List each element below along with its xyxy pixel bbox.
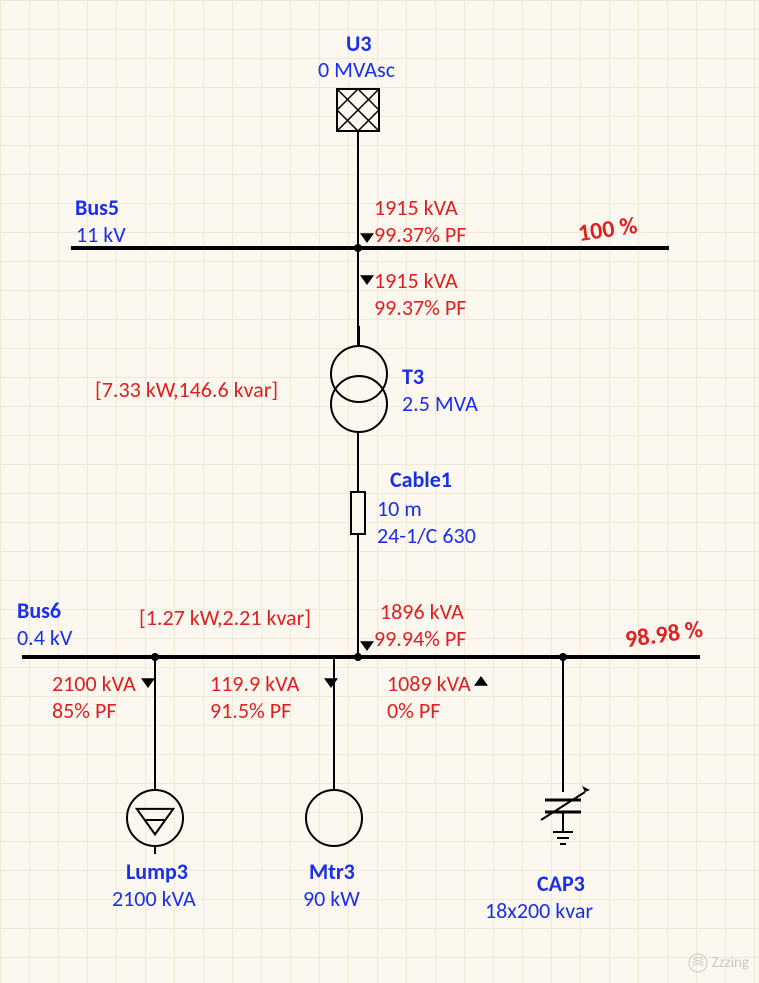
label-u3.rating: 0 MVAsc <box>318 56 395 84</box>
utility-symbol <box>337 89 379 131</box>
label-lump.kva: 2100 kVA <box>52 670 136 698</box>
label-bus6.id: Bus6 <box>17 597 61 625</box>
flow-arrow <box>324 678 338 688</box>
label-bus5.voltage: 11 kV <box>76 221 126 249</box>
label-fin5.kva: 1915 kVA <box>374 194 458 222</box>
label-bus6.voltage: 0.4 kV <box>17 624 72 652</box>
lump-load-symbol <box>127 790 183 854</box>
label-mtr.id: Mtr3 <box>309 858 355 886</box>
watermark: Zzzing <box>688 953 749 973</box>
flow-arrow <box>360 275 374 285</box>
flow-arrow <box>360 233 374 243</box>
cable-symbol <box>351 492 365 534</box>
label-cap.pf: 0% PF <box>387 697 440 725</box>
label-fout5.pf: 99.37% PF <box>374 294 466 322</box>
label-fin6.pf: 99.94% PF <box>374 625 466 653</box>
watermark-text: Zzzing <box>712 954 749 972</box>
label-mtr.kva: 119.9 kVA <box>210 670 299 698</box>
flow-arrow <box>360 641 374 651</box>
label-fout5.kva: 1915 kVA <box>374 267 458 295</box>
label-lump.id: Lump3 <box>126 858 188 886</box>
label-cap.rating: 18x200 kvar <box>485 897 593 925</box>
label-lump.rating: 2100 kVA <box>112 885 196 913</box>
label-u3.id: U3 <box>346 30 372 58</box>
label-cap.kva: 1089 kVA <box>387 670 471 698</box>
capacitor-symbol <box>541 786 590 844</box>
flow-arrow <box>141 678 155 688</box>
junction-dot <box>559 653 567 661</box>
label-lump.pf: 85% PF <box>52 697 116 725</box>
label-cable.id: Cable1 <box>390 466 452 494</box>
label-bus5.id: Bus5 <box>75 194 119 222</box>
label-t3.loss: [7.33 kW,146.6 kvar] <box>95 376 278 404</box>
label-mtr.rating: 90 kW <box>303 885 360 913</box>
label-cable.len: 10 m <box>377 495 422 523</box>
transformer-symbol <box>331 326 387 432</box>
label-mtr.pf: 91.5% PF <box>210 697 291 725</box>
flow-arrow <box>474 676 488 686</box>
label-cable.loss: [1.27 kW,2.21 kvar] <box>139 604 311 632</box>
label-t3.id: T3 <box>402 363 424 391</box>
label-t3.rating: 2.5 MVA <box>402 390 478 418</box>
motor-symbol <box>306 790 362 846</box>
single-line-diagram <box>0 0 759 983</box>
junction-dot <box>354 653 362 661</box>
junction-dot <box>151 653 159 661</box>
junction-dot <box>354 244 362 252</box>
label-fin5.pf: 99.37% PF <box>374 221 466 249</box>
label-fin6.kva: 1896 kVA <box>380 598 464 626</box>
label-cap.id: CAP3 <box>537 870 585 898</box>
label-cable.type: 24-1/C 630 <box>377 522 476 550</box>
